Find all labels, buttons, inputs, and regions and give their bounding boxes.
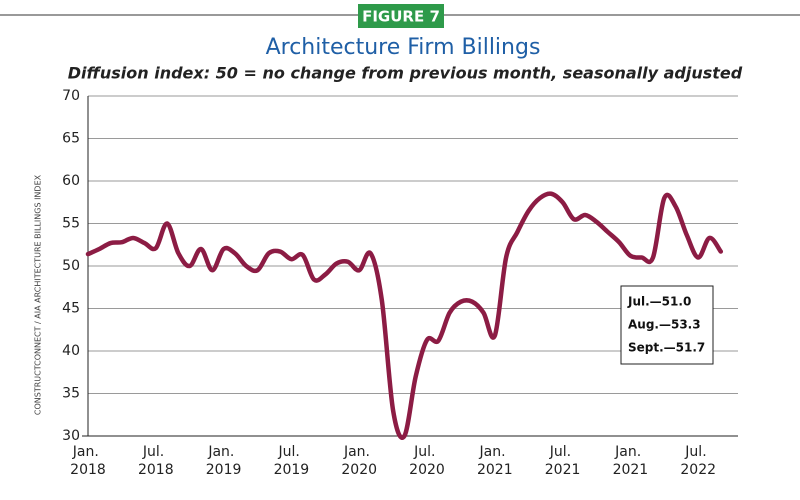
annotation: Sept.—51.7 [628, 341, 705, 355]
y-tick-label: 60 [62, 173, 80, 189]
chart-title: Architecture Firm Billings [266, 35, 541, 60]
y-tick-label: 30 [62, 428, 80, 444]
y-tick-label: 50 [62, 258, 80, 274]
grid: 30 35 40 45 50 55 60 65 70 Jan. 2018 Jul. 2018 Jan.… [62, 88, 738, 478]
x-tick-label: Jan. 2018 [70, 444, 106, 478]
x-tick-label: Jul. 2019 [274, 444, 310, 478]
x-tick-label: Jul. 2021 [545, 444, 581, 478]
x-tick-label: Jul. 2022 [680, 444, 716, 478]
annotation-box [620, 285, 714, 365]
y-tick-label: 55 [62, 216, 80, 232]
y-tick-label: 45 [62, 301, 80, 317]
x-tick-label: Jan. 2021 [613, 444, 649, 478]
y-tick-label: 35 [62, 386, 80, 402]
chart-subtitle: Diffusion index: 50 = no change from pre… [68, 64, 743, 83]
x-tick-label: Jan. 2019 [206, 444, 242, 478]
annotations: Jul.—51.0 Aug.—53.3 Sept.—51.7 [627, 295, 705, 355]
x-tick-label: Jul. 2018 [138, 444, 174, 478]
x-tick-label: Jan. 2020 [341, 444, 377, 478]
source: CONSTRUCTCONNECT / AIA ARCHITECTURE BILL… [34, 174, 43, 415]
badge: FIGURE 7 [362, 8, 440, 26]
plot [85, 191, 724, 440]
y-tick-label: 65 [62, 131, 80, 147]
annotation: Aug.—53.3 [628, 318, 701, 332]
y-tick-label: 40 [62, 343, 80, 359]
annotation: Jul.—51.0 [627, 295, 691, 309]
y-tick-label: 70 [62, 88, 80, 104]
badge-box [358, 4, 444, 28]
data-line [85, 191, 724, 440]
x-tick-label: Jan. 2021 [477, 444, 513, 478]
x-tick-label: Jul. 2020 [409, 444, 445, 478]
